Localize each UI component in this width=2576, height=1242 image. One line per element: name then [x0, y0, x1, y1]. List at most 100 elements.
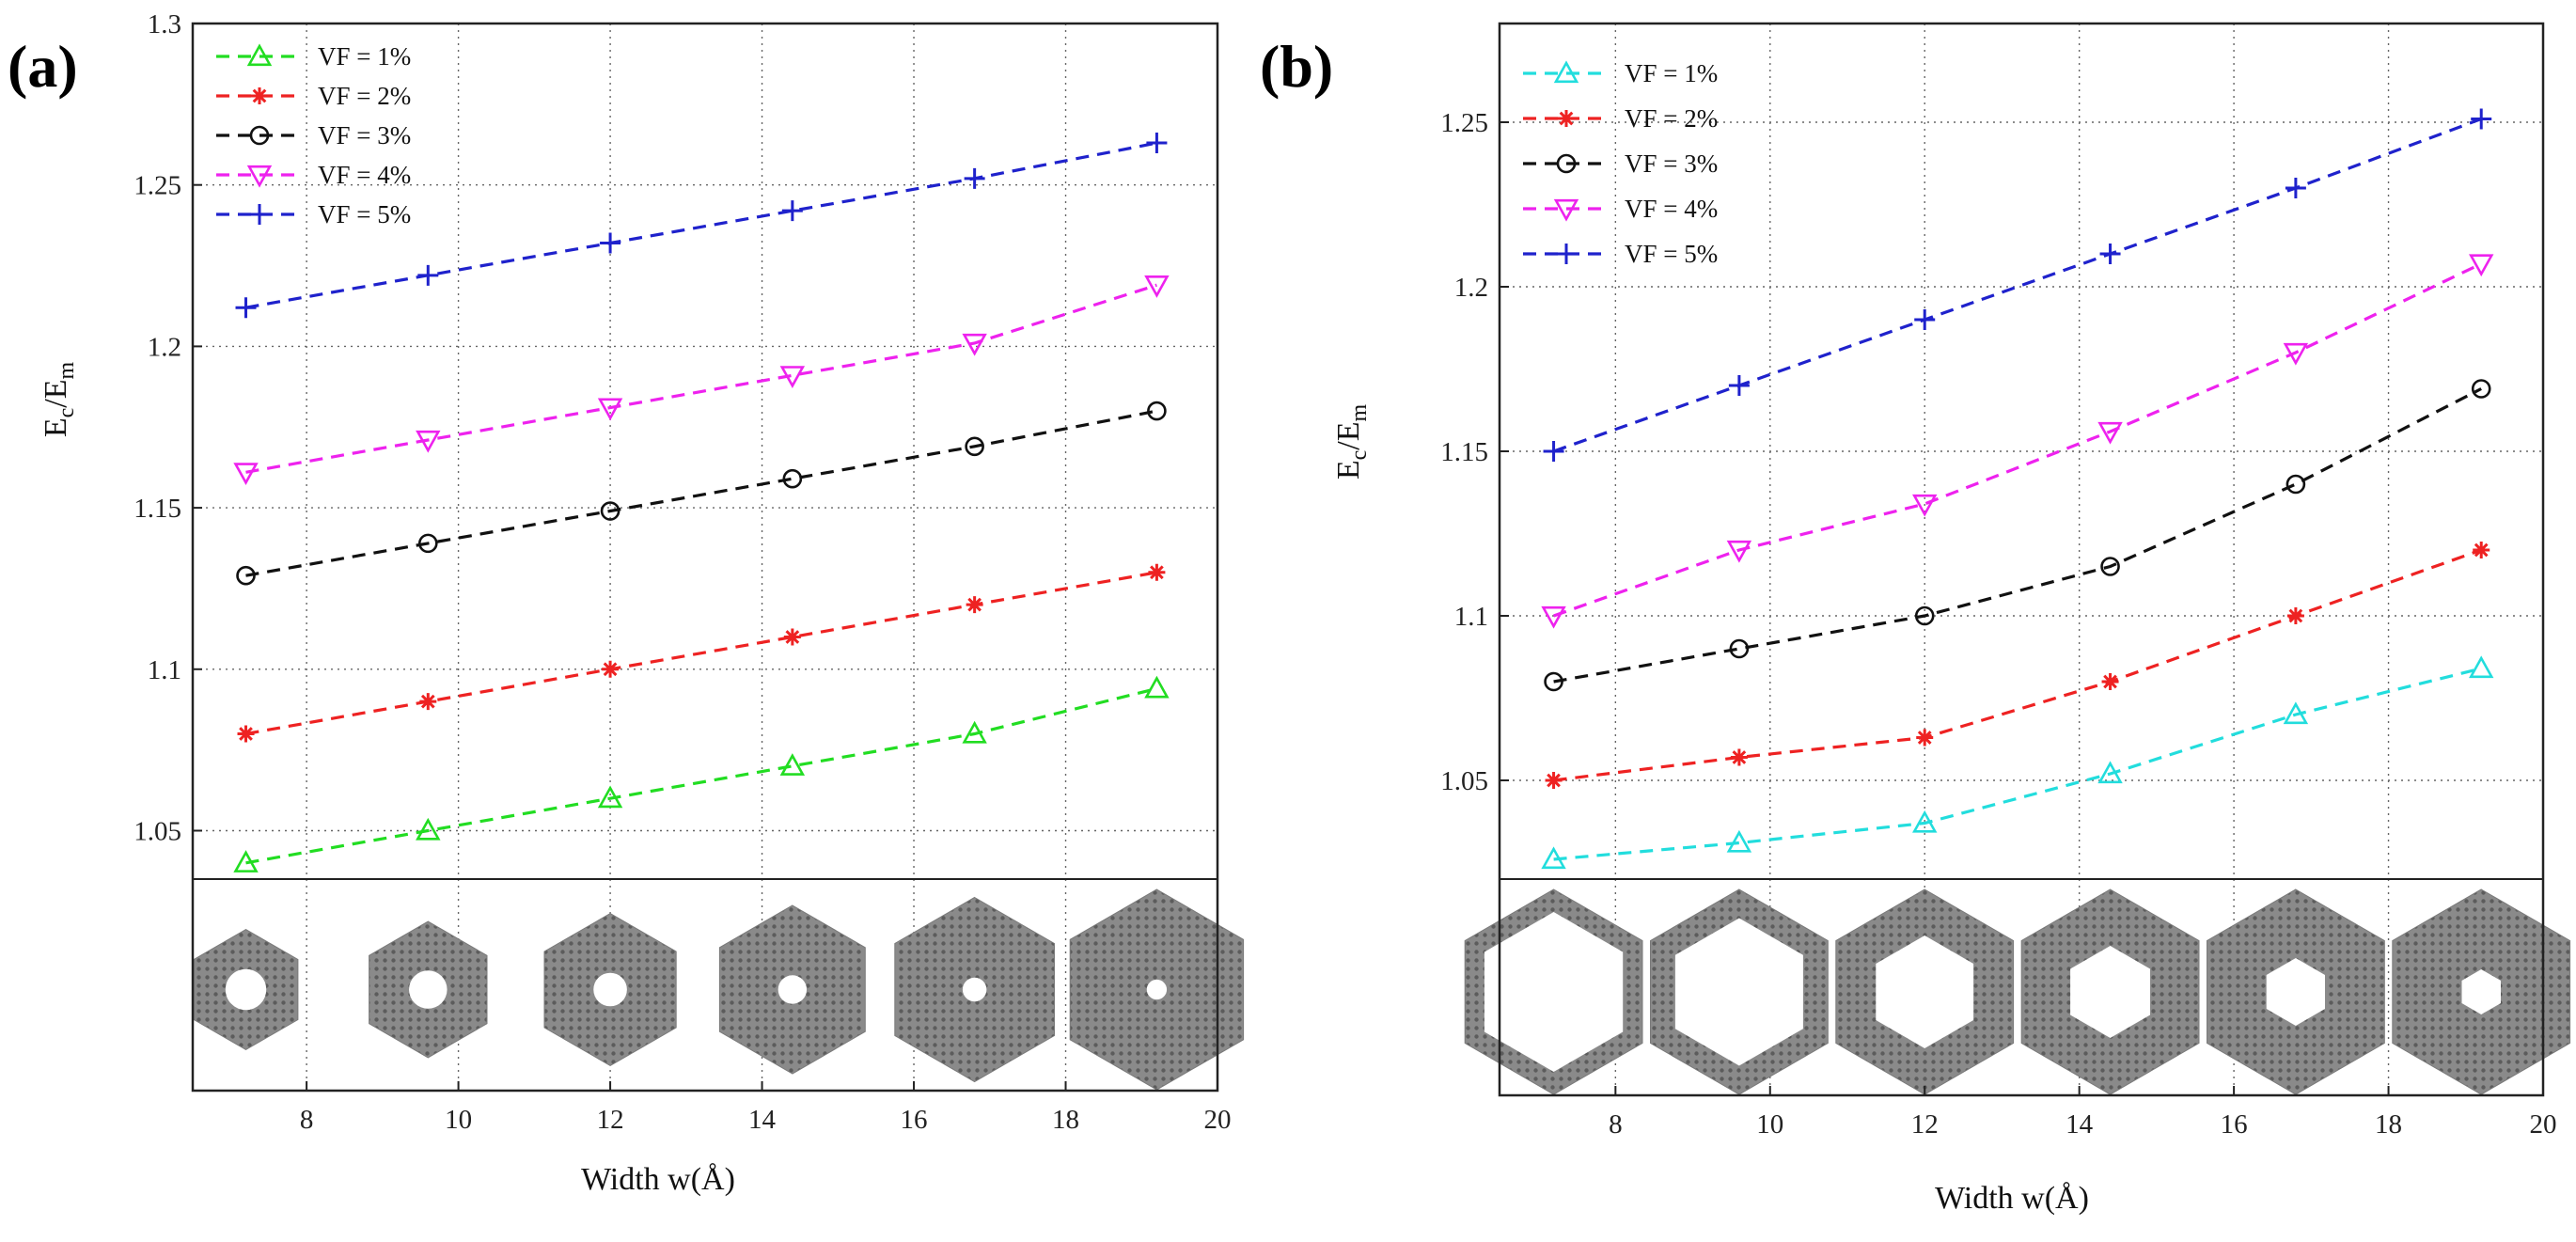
legend-label: VF = 1% [1625, 59, 1718, 87]
legend-marker [246, 43, 273, 67]
legend-label: VF = 3% [318, 121, 411, 149]
grid-a [193, 24, 1217, 1091]
legend-label: VF = 1% [318, 42, 411, 71]
data-point-vf1 [1541, 846, 1566, 870]
data-point-vf4 [1912, 494, 1938, 517]
legend-label: VF = 5% [1625, 240, 1718, 268]
series-line-2 [1553, 548, 2482, 782]
y-label-sub1-b: c [1347, 450, 1372, 461]
data-point-vf5 [2471, 108, 2492, 130]
x-ticks-b: 8 10 12 14 16 18 20 [1609, 1086, 2557, 1140]
x-tick-label: 8 [1609, 1109, 1623, 1140]
y-tick-label: 1.05 [134, 816, 181, 846]
legend-marker [251, 87, 268, 104]
y-axis-label-a: Ec/Em [39, 362, 79, 438]
legend-marker [246, 165, 273, 188]
series-line-2 [245, 571, 1157, 736]
legend-a: VF = 1% VF = 2% VF = 3% VF = 4% VF = 5% [216, 42, 411, 228]
data-point-vf1 [2469, 655, 2494, 679]
data-point-vf4 [416, 430, 441, 453]
data-point-vf1 [233, 850, 259, 873]
x-tick-label: 10 [1756, 1109, 1783, 1140]
x-tick-label: 18 [2375, 1109, 2402, 1140]
sheet-hole [1674, 918, 1803, 1066]
x-tick-label: 12 [597, 1105, 624, 1135]
data-point-vf5 [235, 297, 257, 319]
data-point-vf2 [1730, 748, 1748, 766]
data-point-vf3 [782, 468, 803, 489]
data-point-vf2 [783, 628, 801, 646]
legend-marker [1553, 60, 1579, 84]
sheet-hole [778, 975, 808, 1004]
data-point-vf1 [2283, 701, 2309, 725]
panel-b: (b) 1.05 1.1 1.15 1.2 1.25 8 10 12 14 16 18 20 VF … [1260, 22, 2571, 1216]
data-point-vf5 [2285, 178, 2306, 198]
legend-marker [249, 204, 270, 225]
series-b [1541, 108, 2494, 870]
data-point-vf2 [966, 596, 983, 614]
data-point-vf3 [1914, 605, 1935, 626]
x-tick-label: 16 [2221, 1109, 2248, 1140]
sheet-hole [409, 970, 448, 1009]
legend-marker [249, 125, 270, 146]
data-point-vf5 [964, 167, 985, 189]
series-line-4 [1553, 262, 2482, 618]
data-point-vf2 [1545, 772, 1563, 789]
x-tick-label: 12 [1911, 1109, 1939, 1140]
sheet-hole [1484, 912, 1624, 1072]
x-tick-label: 14 [2066, 1109, 2094, 1140]
data-point-vf1 [1912, 810, 1938, 833]
series-line-3 [1553, 387, 2482, 684]
inset-b [1464, 888, 2571, 1095]
data-point-vf4 [962, 333, 987, 356]
data-point-vf5 [781, 200, 803, 222]
data-point-vf5 [600, 232, 621, 254]
data-point-vf5 [1543, 441, 1564, 462]
plot-frame-a [191, 22, 1219, 1093]
data-point-vf5 [1146, 133, 1168, 154]
sheet-hole [2070, 946, 2150, 1038]
data-point-vf5 [417, 264, 439, 286]
legend-b: VF = 1% VF = 2% VF = 3% VF = 4% VF = 5% [1523, 59, 1718, 268]
panel-a: (a) 1.051.11.151.21.251.3 8 10 12 14 16 18 20 … [8, 9, 1245, 1197]
data-point-vf2 [2473, 542, 2490, 558]
y-tick-label: 1.15 [1440, 437, 1488, 467]
series-line-1 [245, 686, 1157, 865]
legend-marker [1558, 110, 1575, 127]
series-a [233, 133, 1170, 873]
data-point-vf4 [597, 398, 623, 421]
data-point-vf3 [2471, 379, 2491, 399]
y-tick-label: 1.25 [134, 171, 181, 201]
x-tick-label: 20 [2530, 1109, 2557, 1140]
data-point-vf3 [236, 565, 256, 586]
data-point-vf3 [1729, 638, 1750, 659]
sheet-hole [593, 972, 627, 1007]
x-tick-label: 20 [1204, 1105, 1232, 1135]
series-line-4 [245, 283, 1157, 474]
data-point-vf4 [2283, 342, 2309, 366]
y-label-e-b: E [1331, 460, 1366, 480]
data-point-vf4 [2469, 254, 2494, 277]
data-point-vf4 [233, 463, 259, 485]
y-label-e-a: E [39, 417, 73, 437]
legend-label: VF = 4% [1625, 195, 1718, 223]
y-tick-label: 1.2 [148, 332, 181, 362]
x-tick-label: 8 [300, 1105, 314, 1135]
x-tick-label: 18 [1052, 1105, 1079, 1135]
data-point-vf5 [2099, 244, 2121, 264]
legend-label: VF = 2% [1625, 104, 1718, 133]
data-point-vf3 [600, 501, 620, 521]
data-point-vf3 [965, 436, 984, 457]
panel-label-a: (a) [8, 33, 78, 100]
data-point-vf2 [2101, 673, 2119, 690]
y-ticks-b: 1.05 1.1 1.15 1.2 1.25 [1440, 108, 1509, 796]
data-point-vf4 [779, 366, 806, 388]
data-point-vf3 [1147, 401, 1167, 421]
legend-label: VF = 2% [318, 82, 411, 110]
data-point-vf1 [416, 817, 441, 841]
legend-marker [1553, 198, 1579, 222]
x-axis-label-b: Width w(Å) [1935, 1181, 2089, 1216]
data-point-vf5 [1728, 375, 1750, 396]
x-axis-label-a: Width w(Å) [581, 1162, 735, 1197]
